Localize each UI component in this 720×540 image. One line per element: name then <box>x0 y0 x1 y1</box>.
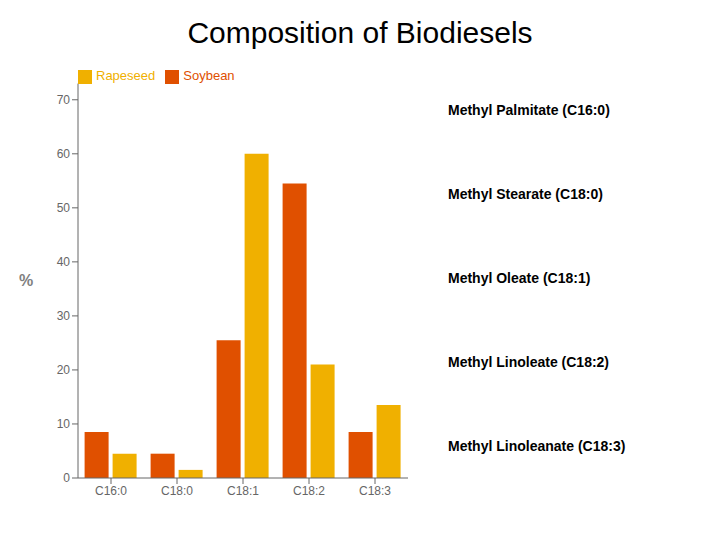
svg-text:40: 40 <box>57 255 71 269</box>
svg-text:C18:1: C18:1 <box>227 484 259 498</box>
svg-text:60: 60 <box>57 147 71 161</box>
svg-text:10: 10 <box>57 417 71 431</box>
html-text:Methyl Linoleate (C18:2): Methyl Linoleate (C18:2) <box>448 354 609 370</box>
html-text:Soybean: Soybean <box>183 68 235 83</box>
svg-text:C18:3: C18:3 <box>359 484 391 498</box>
svg-text:20: 20 <box>57 363 71 377</box>
html-text:Composition of Biodiesels: Composition of Biodiesels <box>187 16 533 49</box>
svg-text:C16:0: C16:0 <box>95 484 127 498</box>
svg-text:50: 50 <box>57 201 71 215</box>
svg-text:70: 70 <box>57 93 71 107</box>
html-text:Methyl Linoleanate (C18:3): Methyl Linoleanate (C18:3) <box>448 438 626 454</box>
html-text:Methyl Palmitate (C16:0): Methyl Palmitate (C16:0) <box>448 102 610 118</box>
svg-text:%: % <box>19 272 33 289</box>
svg-text:30: 30 <box>57 309 71 323</box>
svg-text:C18:2: C18:2 <box>293 484 325 498</box>
svg-text:C18:0: C18:0 <box>161 484 193 498</box>
html-text:Rapeseed: Rapeseed <box>96 68 156 83</box>
html-text:Methyl Stearate (C18:0): Methyl Stearate (C18:0) <box>448 186 603 202</box>
html-text:Methyl Oleate (C18:1): Methyl Oleate (C18:1) <box>448 270 591 286</box>
svg-text:0: 0 <box>63 471 70 485</box>
